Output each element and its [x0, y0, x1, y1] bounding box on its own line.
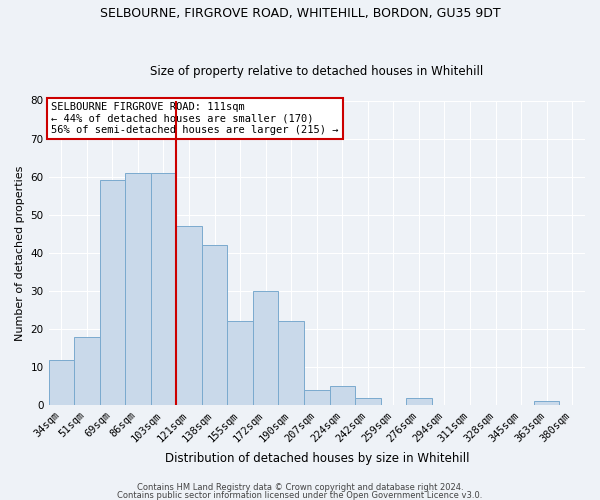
Bar [278, 322, 304, 405]
Bar [534, 402, 559, 405]
Bar [202, 245, 227, 405]
Text: Contains HM Land Registry data © Crown copyright and database right 2024.: Contains HM Land Registry data © Crown c… [137, 484, 463, 492]
Bar [406, 398, 432, 405]
Bar [329, 386, 355, 405]
Text: SELBOURNE, FIRGROVE ROAD, WHITEHILL, BORDON, GU35 9DT: SELBOURNE, FIRGROVE ROAD, WHITEHILL, BOR… [100, 8, 500, 20]
Bar [151, 173, 176, 405]
Text: SELBOURNE FIRGROVE ROAD: 111sqm
← 44% of detached houses are smaller (170)
56% o: SELBOURNE FIRGROVE ROAD: 111sqm ← 44% of… [51, 102, 339, 135]
Bar [176, 226, 202, 405]
Bar [227, 322, 253, 405]
Bar [253, 291, 278, 405]
Bar [304, 390, 329, 405]
Bar [74, 336, 100, 405]
Bar [125, 173, 151, 405]
Bar [100, 180, 125, 405]
Bar [49, 360, 74, 405]
X-axis label: Distribution of detached houses by size in Whitehill: Distribution of detached houses by size … [164, 452, 469, 465]
Bar [355, 398, 380, 405]
Text: Contains public sector information licensed under the Open Government Licence v3: Contains public sector information licen… [118, 490, 482, 500]
Title: Size of property relative to detached houses in Whitehill: Size of property relative to detached ho… [150, 66, 484, 78]
Y-axis label: Number of detached properties: Number of detached properties [15, 165, 25, 340]
